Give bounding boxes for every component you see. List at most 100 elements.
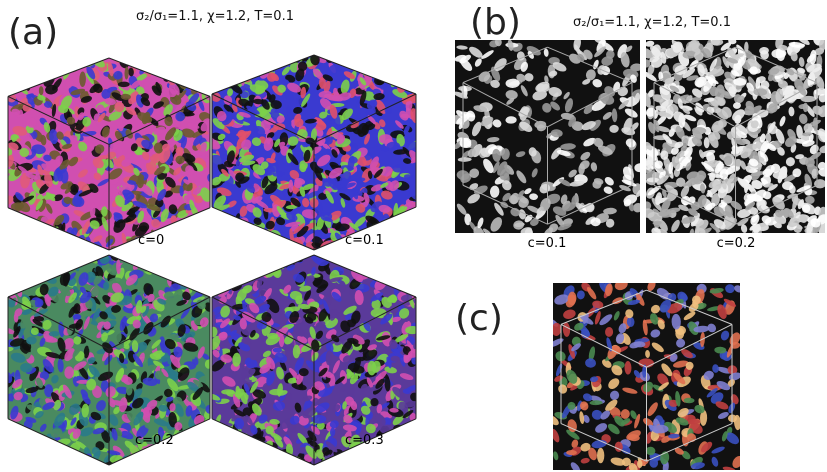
particle (397, 255, 412, 263)
particle (26, 444, 39, 457)
particle (14, 449, 22, 458)
particle (402, 439, 414, 454)
particle (155, 257, 170, 271)
particle (12, 248, 29, 264)
particle (139, 52, 156, 66)
particle (10, 431, 22, 442)
particle (383, 267, 393, 278)
particles (0, 248, 216, 471)
particle (175, 273, 184, 282)
particle (407, 234, 423, 247)
particle (1, 57, 17, 75)
particle (351, 255, 363, 271)
particle (20, 439, 33, 451)
particle (406, 274, 417, 289)
particle (363, 57, 379, 69)
particle (223, 261, 234, 272)
particle (387, 218, 399, 232)
particle (170, 59, 181, 65)
particle (224, 458, 238, 470)
particle (250, 251, 260, 264)
particle (13, 460, 21, 466)
particle (220, 57, 231, 68)
particle (223, 232, 237, 245)
particle (409, 430, 416, 441)
particle (218, 253, 231, 265)
particle (66, 62, 78, 69)
particle (233, 269, 244, 279)
particle (213, 243, 226, 256)
particle (234, 243, 243, 257)
particle (177, 228, 191, 243)
particle (399, 451, 406, 464)
particle (7, 234, 17, 250)
particle (44, 52, 51, 68)
particle (637, 460, 642, 468)
particle (177, 438, 195, 455)
particle (197, 260, 210, 273)
particle (55, 236, 71, 246)
particle (213, 239, 220, 248)
particle (408, 81, 419, 92)
particle (397, 220, 409, 232)
particle (37, 444, 43, 456)
particle (41, 441, 52, 453)
particle (37, 242, 53, 255)
particle (400, 231, 413, 244)
particle (206, 429, 222, 445)
particle (1, 213, 15, 224)
particle (15, 62, 28, 79)
particle (16, 263, 25, 277)
particle (268, 452, 281, 468)
particle (172, 232, 187, 244)
particle (390, 450, 405, 466)
particle (202, 440, 209, 456)
particle (216, 445, 232, 461)
particle (356, 460, 368, 468)
particle (59, 57, 75, 66)
particle (261, 459, 273, 466)
particle (218, 437, 230, 449)
particle (43, 55, 54, 67)
particle (16, 215, 28, 225)
particle (390, 48, 402, 64)
particle (365, 65, 376, 74)
particle (399, 435, 408, 451)
particle (220, 451, 232, 462)
particle (4, 277, 19, 291)
particle (408, 421, 422, 435)
particle (255, 262, 266, 272)
particle (39, 452, 57, 467)
particle (18, 73, 33, 84)
particle (223, 230, 237, 240)
particle (9, 226, 23, 236)
particle (340, 51, 352, 63)
panel-label: (b) (470, 2, 521, 43)
particle (49, 260, 64, 271)
particle (226, 229, 238, 239)
particle (254, 459, 270, 471)
particle (220, 278, 234, 286)
particle (235, 274, 247, 279)
particle (26, 57, 40, 72)
particle (64, 254, 76, 266)
particle (38, 437, 47, 452)
particle (209, 276, 218, 282)
particle (176, 228, 187, 239)
particle (283, 254, 288, 267)
particle (408, 78, 419, 88)
particle (199, 423, 215, 438)
particle (15, 449, 25, 459)
particle (377, 252, 391, 262)
particle (398, 430, 410, 442)
particle (407, 70, 421, 79)
particle (254, 238, 268, 253)
particle (198, 426, 211, 437)
particle (156, 453, 167, 462)
particle (399, 429, 412, 440)
particle (224, 248, 240, 264)
particle (35, 269, 50, 276)
particle (36, 438, 50, 455)
particle (378, 450, 392, 460)
particle (222, 232, 237, 246)
